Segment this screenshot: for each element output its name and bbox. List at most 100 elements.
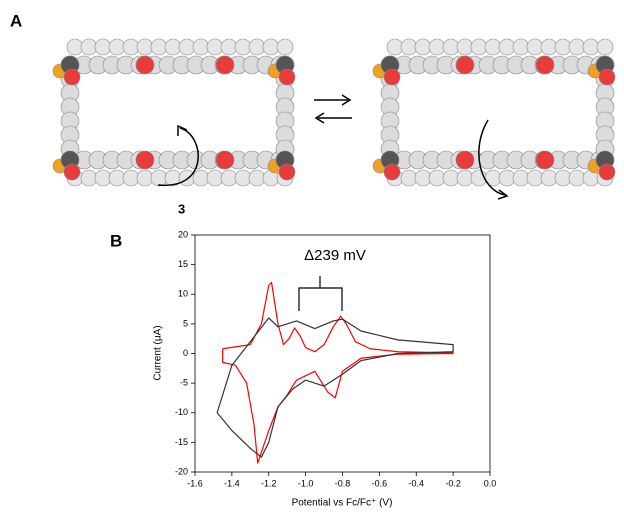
atom [386,38,404,56]
atom [234,169,252,187]
x-tick-label: 0.0 [484,478,497,488]
atom [150,38,168,56]
y-axis-label: Current (μA) [153,325,164,380]
y-tick-label: -5 [180,378,188,388]
molecular-models [52,38,616,187]
atom [278,68,296,86]
atom [414,169,432,187]
y-tick-label: 15 [178,259,188,269]
atom [136,169,154,187]
atom [568,38,586,56]
atom [220,169,238,187]
arrow-head [314,112,325,124]
x-tick-label: -1.2 [261,478,277,488]
atom [535,150,555,170]
atom [94,38,112,56]
atom [215,150,235,170]
atom [383,68,401,86]
atom [80,38,98,56]
y-tick-label: -15 [175,437,188,447]
atom [535,55,555,75]
atom [248,38,266,56]
x-tick-label: -1.0 [298,478,314,488]
atom [484,38,502,56]
x-tick-label: -0.8 [335,478,351,488]
atom [582,38,600,56]
y-tick-label: -10 [175,407,188,417]
cv-curve [216,317,454,458]
atom [428,169,446,187]
atom [383,163,401,181]
atom [554,38,572,56]
atom [512,169,530,187]
atom [178,169,196,187]
atom [248,169,266,187]
atom [206,169,224,187]
arrow-head [497,189,509,200]
y-tick-label: 10 [178,289,188,299]
atom [220,38,238,56]
atom [150,169,168,187]
y-tick-label: -20 [175,466,188,476]
atom [498,38,516,56]
atom [108,38,126,56]
atom [400,38,418,56]
x-tick-label: -0.6 [372,478,388,488]
atom [456,169,474,187]
y-tick-label: 5 [183,318,188,328]
atom [276,38,294,56]
atom [122,169,140,187]
atom [456,38,474,56]
atom [455,150,475,170]
delta-bracket [298,276,343,311]
atom [400,169,418,187]
atom [442,38,460,56]
atom [554,169,572,187]
atom [540,169,558,187]
rotation-arrow [157,127,199,186]
atom [442,169,460,187]
arrow-head [177,124,188,136]
bracket [298,276,343,311]
atom [192,169,210,187]
x-axis-label: Potential vs Fc/Fc⁺ (V) [292,498,393,509]
atom [135,55,155,75]
atom [278,163,296,181]
y-tick-label: 0 [183,348,188,358]
atom [122,38,140,56]
equilibrium-arrows [157,94,509,200]
arrow-head [341,94,352,106]
atom [526,169,544,187]
atom [428,38,446,56]
atom [135,150,155,170]
x-tick-label: -0.2 [445,478,461,488]
atom [206,38,224,56]
atom [455,55,475,75]
rotation-arrow [478,119,506,196]
x-tick-label: -0.4 [408,478,424,488]
compound-label: 3 [178,201,185,216]
atom [66,38,84,56]
atom [598,163,616,181]
atom [80,169,98,187]
panel-label: B [110,231,122,250]
atom [262,38,280,56]
atom [568,169,586,187]
atom [470,38,488,56]
atom [108,169,126,187]
atom [136,38,154,56]
atom [598,68,616,86]
atom [234,38,252,56]
cv-curve [222,281,454,464]
x-tick-label: -1.4 [224,478,240,488]
atom [540,38,558,56]
atom [178,38,196,56]
y-tick-label: 20 [178,229,188,239]
atom [94,169,112,187]
panel-label: A [10,11,22,30]
atom [512,38,530,56]
atom [414,38,432,56]
atom [192,38,210,56]
atom [63,68,81,86]
